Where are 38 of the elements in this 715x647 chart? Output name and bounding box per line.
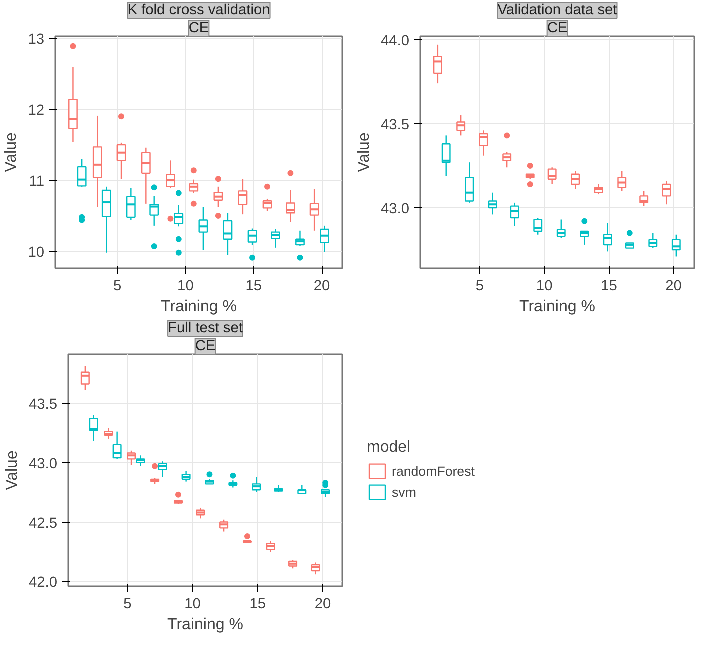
chart-subtitle: CE xyxy=(195,338,216,354)
y-axis-title: Value xyxy=(4,450,21,490)
chart-subtitle: CE xyxy=(188,20,210,36)
y-tick-label: 42.0 xyxy=(28,575,58,592)
y-tick-label: 43.5 xyxy=(28,396,58,413)
chart-title: Validation data set xyxy=(498,2,618,18)
legend-label: randomForest xyxy=(392,464,475,478)
x-tick-label: 5 xyxy=(476,278,484,294)
x-tick-label: 5 xyxy=(113,278,122,294)
x-axis-title: Training % xyxy=(168,616,244,634)
chart-title: K fold cross validation xyxy=(128,2,270,18)
y-tick-label: 11 xyxy=(29,174,45,190)
x-tick-label: 15 xyxy=(250,596,266,612)
x-tick-label: 15 xyxy=(246,278,262,294)
y-tick-label: 42.5 xyxy=(28,516,58,532)
x-tick-label: 15 xyxy=(601,278,618,294)
y-tick-label: 43.0 xyxy=(380,201,410,218)
x-tick-label: 20 xyxy=(666,278,682,294)
x-tick-label: 10 xyxy=(184,596,201,612)
y-axis-title: Value xyxy=(3,132,20,172)
x-tick-label: 10 xyxy=(536,278,553,294)
x-tick-label: 10 xyxy=(178,278,194,294)
chart-title: Full test set xyxy=(168,320,243,336)
y-tick-label: 12 xyxy=(28,103,45,120)
x-axis-title: Training % xyxy=(520,298,596,316)
y-tick-label: 10 xyxy=(28,244,45,261)
x-tick-label: 20 xyxy=(314,278,330,294)
legend-label: svm xyxy=(392,484,416,500)
x-tick-label: 5 xyxy=(124,596,132,612)
x-axis-title: Training % xyxy=(161,298,237,316)
y-tick-label: 13 xyxy=(28,32,45,48)
legend-title: model xyxy=(367,439,412,457)
y-tick-label: 43.0 xyxy=(28,456,58,472)
chart-subtitle: CE xyxy=(547,20,568,36)
y-tick-label: 44.0 xyxy=(380,33,410,50)
y-axis-title: Value xyxy=(356,132,373,172)
x-tick-label: 20 xyxy=(314,596,332,612)
y-tick-label: 43.5 xyxy=(380,117,410,134)
